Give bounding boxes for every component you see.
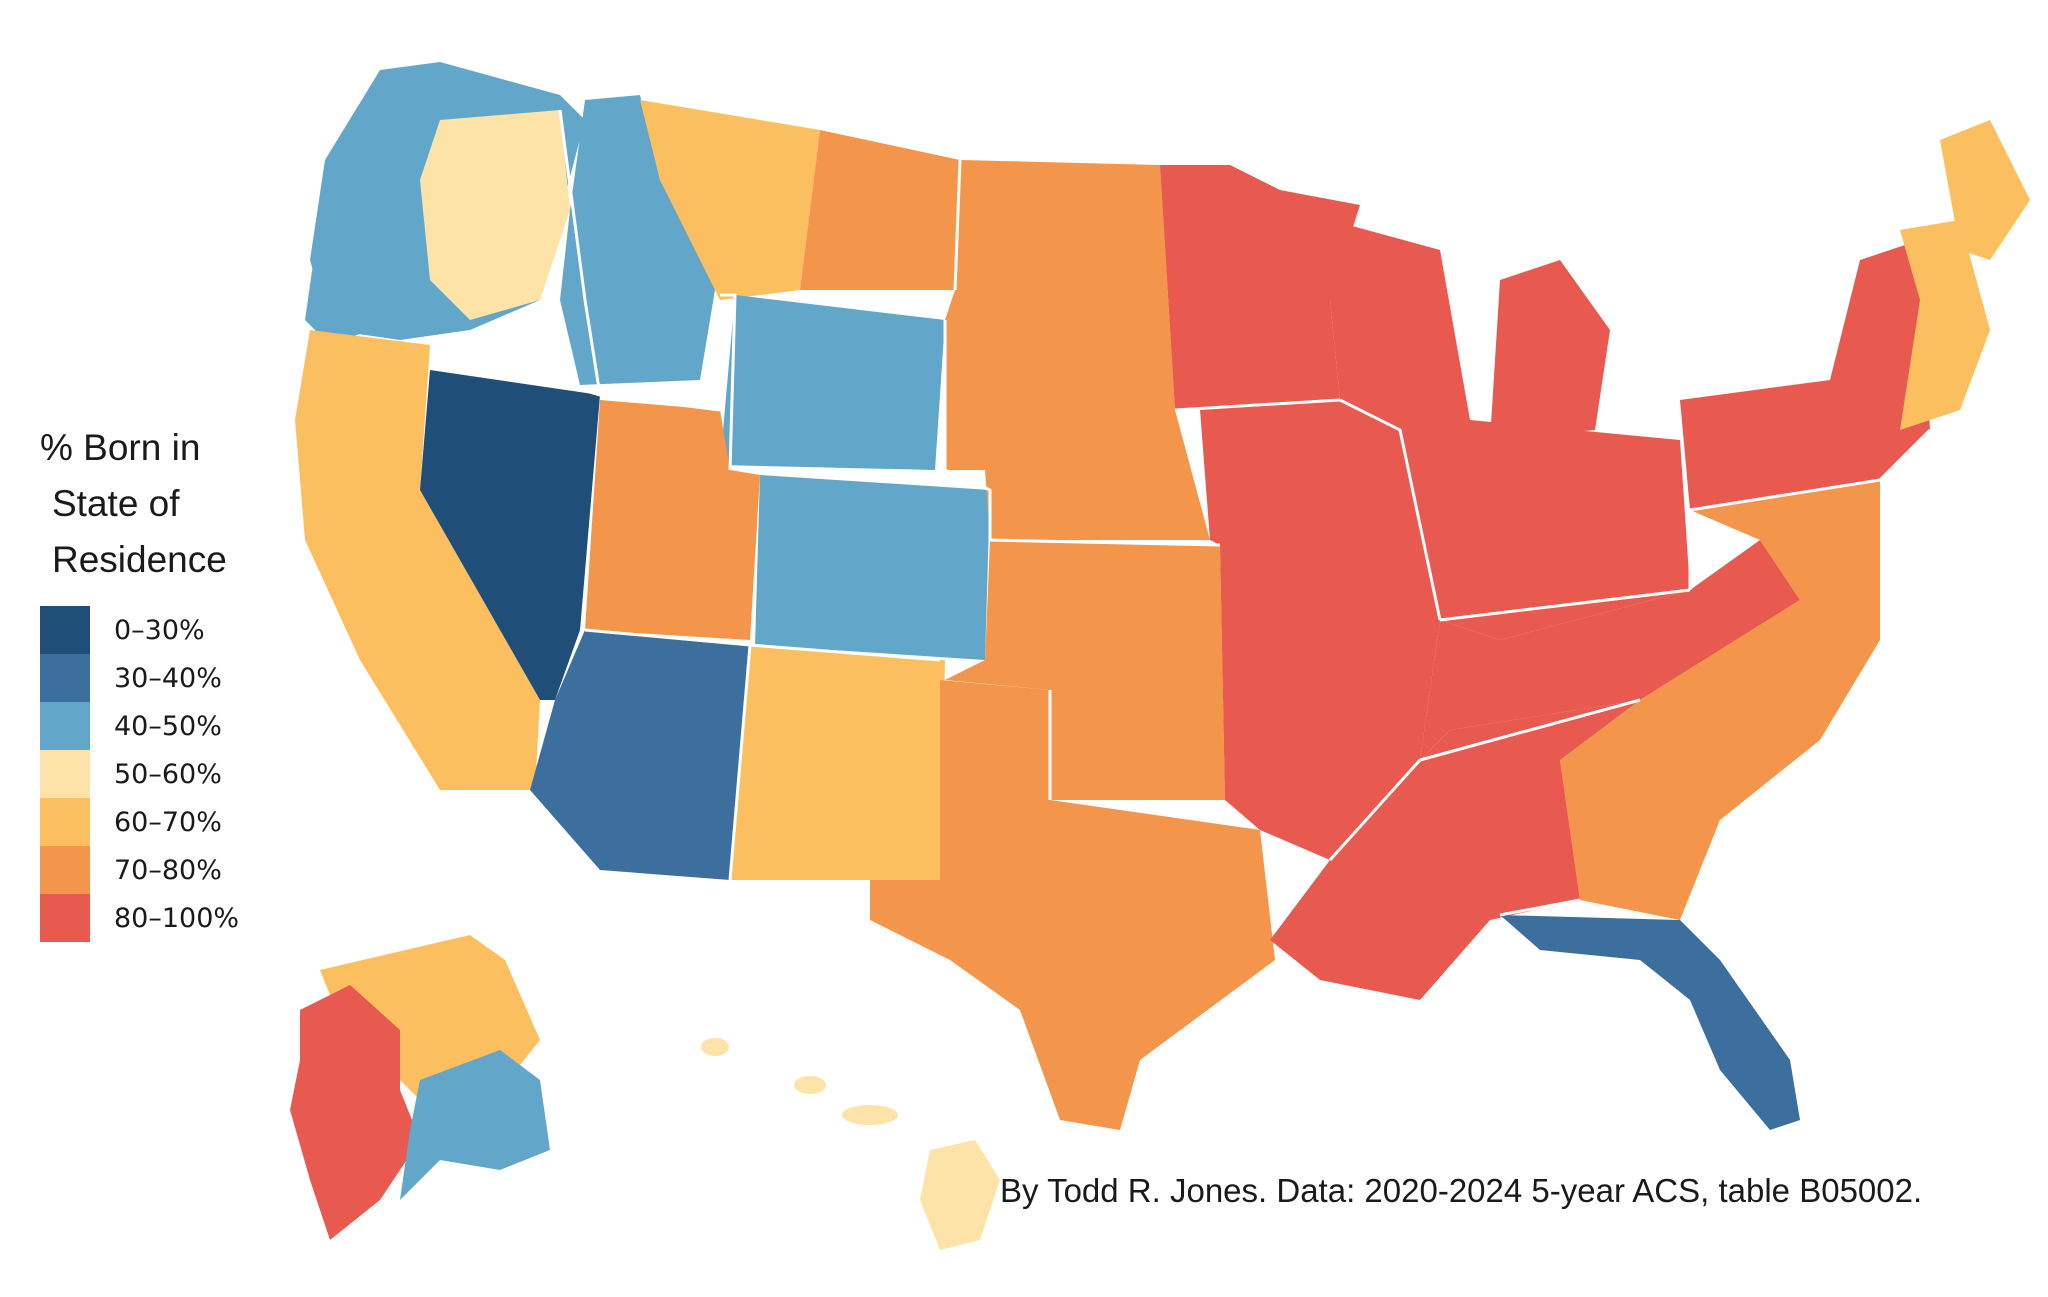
- legend-item-0-30: 0–30%: [40, 606, 280, 654]
- region-hawaii: [920, 1140, 1000, 1250]
- region-hawaii-islands: [842, 1105, 898, 1125]
- region-nevada: [420, 370, 600, 700]
- legend-item-80-100: 80–100%: [40, 894, 280, 942]
- legend-label: 40–50%: [114, 710, 222, 742]
- legend-swatch: [40, 846, 90, 894]
- legend-label: 80–100%: [114, 902, 240, 934]
- region-idaho: [560, 95, 720, 385]
- region-montana-west: [640, 100, 820, 300]
- region-mississippi-valley: [1200, 400, 1440, 860]
- legend-label: 60–70%: [114, 806, 222, 838]
- legend-label: 70–80%: [114, 854, 222, 886]
- region-montana-east: [800, 130, 960, 290]
- region-dakotas-nebraska: [945, 160, 1210, 540]
- legend-swatch: [40, 702, 90, 750]
- legend-items: 0–30% 30–40% 40–50% 50–60% 60–70% 70–80%…: [40, 606, 280, 942]
- legend-swatch: [40, 894, 90, 942]
- legend-item-70-80: 70–80%: [40, 846, 280, 894]
- legend-label: 30–40%: [114, 662, 222, 694]
- region-hawaii-islands-2: [794, 1076, 826, 1094]
- region-alaska-west: [290, 985, 420, 1240]
- credit-text: By Todd R. Jones. Data: 2020-2024 5-year…: [1000, 1172, 1923, 1209]
- region-appalachia: [1420, 540, 1800, 760]
- legend-title: % Born in State of Residence: [40, 420, 280, 588]
- region-hawaii-islands-3: [701, 1038, 729, 1056]
- legend-item-40-50: 40–50%: [40, 702, 280, 750]
- legend-swatch: [40, 750, 90, 798]
- legend-item-50-60: 50–60%: [40, 750, 280, 798]
- region-arizona: [530, 630, 750, 880]
- legend-title-line-2: State of: [52, 483, 180, 524]
- legend-item-30-40: 30–40%: [40, 654, 280, 702]
- region-california: [295, 330, 540, 790]
- region-michigan: [1490, 260, 1610, 440]
- region-minnesota-iowa: [1160, 165, 1360, 410]
- region-pennsylvania-ny: [1680, 240, 1930, 510]
- region-kansas-oklahoma: [945, 540, 1225, 800]
- legend-swatch: [40, 798, 90, 846]
- region-wyoming: [720, 295, 945, 470]
- region-washington-east: [420, 110, 570, 320]
- legend-label: 50–60%: [114, 758, 222, 790]
- state-borders: [429, 109, 1932, 917]
- region-utah: [585, 400, 760, 640]
- legend: % Born in State of Residence 0–30% 30–40…: [40, 420, 280, 942]
- region-new-england: [1900, 220, 1990, 430]
- region-deep-south: [1270, 700, 1640, 1000]
- legend-title-line-3: Residence: [52, 539, 227, 580]
- region-oregon-coast: [305, 250, 370, 345]
- legend-swatch: [40, 654, 90, 702]
- county-regions: [290, 62, 2030, 1250]
- region-maine: [1940, 120, 2030, 260]
- region-florida: [1500, 915, 1800, 1130]
- region-colorado: [755, 475, 990, 660]
- region-alaska-south: [400, 1050, 550, 1200]
- legend-item-60-70: 60–70%: [40, 798, 280, 846]
- region-southeast: [1560, 480, 1880, 920]
- region-texas: [870, 680, 1275, 1130]
- legend-title-line-1: % Born in: [40, 427, 201, 468]
- region-new-mexico: [730, 645, 945, 880]
- legend-label: 0–30%: [114, 614, 205, 646]
- legend-swatch: [40, 606, 90, 654]
